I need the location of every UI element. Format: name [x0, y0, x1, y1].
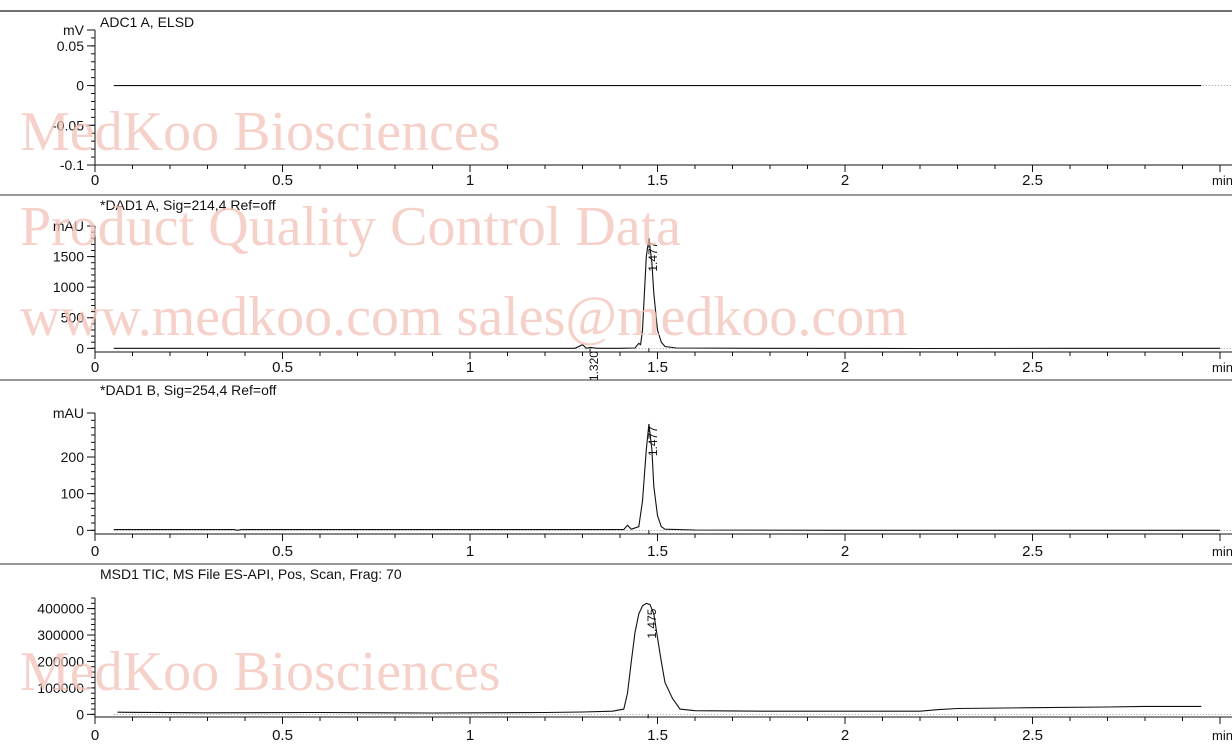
x-tick-label: 1.5	[647, 172, 668, 189]
y-axis-unit: mV	[63, 22, 85, 38]
y-tick-label: 1000	[53, 279, 84, 295]
y-tick-label: 1500	[53, 249, 84, 265]
y-tick-label: 100	[61, 486, 85, 502]
y-tick-label: 0	[76, 706, 84, 722]
x-tick-label: 1.5	[647, 359, 668, 376]
x-axis-unit: min	[1212, 728, 1232, 743]
y-axis-unit: mAU	[53, 405, 84, 421]
panel-title: *DAD1 A, Sig=214,4 Ref=off	[100, 197, 276, 213]
peak-label: 1.320	[587, 351, 601, 381]
watermark-text: www.medkoo.com sales@medkoo.com	[20, 286, 908, 348]
x-tick-label: 0	[91, 543, 99, 560]
x-tick-label: 0.5	[272, 727, 293, 744]
panel-title: *DAD1 B, Sig=254,4 Ref=off	[100, 382, 277, 398]
x-tick-label: 1	[466, 359, 474, 376]
x-tick-label: 0	[91, 172, 99, 189]
x-tick-label: 2	[841, 727, 849, 744]
x-tick-label: 1.5	[647, 727, 668, 744]
y-tick-label: 0	[76, 340, 84, 356]
watermark: MedKoo Biosciences Product Quality Contro…	[20, 101, 908, 703]
y-tick-label: 500	[61, 310, 85, 326]
y-tick-label: 0	[76, 78, 84, 94]
chart-panel-4: MSD1 TIC, MS File ES-API, Pos, Scan, Fra…	[0, 563, 1232, 744]
watermark-text: MedKoo Biosciences	[20, 101, 501, 163]
x-tick-label: 2.5	[1022, 172, 1043, 189]
panel-title: ADC1 A, ELSD	[100, 14, 194, 30]
signal-trace	[117, 602, 1202, 714]
x-tick-label: 2.5	[1022, 727, 1043, 744]
x-tick-label: 1	[466, 172, 474, 189]
y-tick-label: 0.05	[57, 38, 84, 54]
chart-panel-2: *DAD1 A, Sig=214,4 Ref=off 0 500 1000 1500 mA…	[0, 194, 1232, 381]
watermark-text: Product Quality Control Data	[20, 196, 681, 258]
peak-label: 1.477	[646, 241, 660, 271]
signal-trace	[113, 423, 1220, 531]
x-tick-label: 2.5	[1022, 543, 1043, 560]
peak-label: 1.477	[646, 426, 660, 456]
x-axis-unit: min	[1212, 360, 1232, 375]
x-tick-label: 2	[841, 359, 849, 376]
panel-title: MSD1 TIC, MS File ES-API, Pos, Scan, Fra…	[100, 566, 402, 582]
y-tick-label: -0.1	[60, 157, 84, 173]
y-tick-label: -0.05	[52, 117, 84, 133]
y-tick-label: 200	[61, 449, 85, 465]
x-tick-label: 0.5	[272, 172, 293, 189]
x-axis-unit: min	[1212, 173, 1232, 188]
x-tick-label: 0.5	[272, 359, 293, 376]
y-tick-label: 100000	[37, 680, 84, 696]
x-tick-label: 0.5	[272, 543, 293, 560]
y-tick-label: 0	[76, 522, 84, 538]
x-tick-label: 2	[841, 172, 849, 189]
watermark-text: MedKoo Biosciences	[20, 641, 501, 703]
x-tick-label: 0	[91, 359, 99, 376]
y-tick-label: 200000	[37, 653, 84, 669]
x-tick-label: 0	[91, 727, 99, 744]
peak-label: 1.475	[645, 608, 659, 638]
y-tick-label: 400000	[37, 601, 84, 617]
x-tick-label: 1.5	[647, 543, 668, 560]
x-axis-unit: min	[1212, 544, 1232, 559]
chart-panel-3: *DAD1 B, Sig=254,4 Ref=off 0 100 200 mAU 0 0.5…	[0, 379, 1232, 560]
signal-trace	[113, 238, 1220, 350]
x-tick-label: 1	[466, 727, 474, 744]
y-tick-label: 300000	[37, 627, 84, 643]
y-axis-unit: mAU	[53, 218, 84, 234]
x-tick-label: 1	[466, 543, 474, 560]
x-tick-label: 2	[841, 543, 849, 560]
x-tick-label: 2.5	[1022, 359, 1043, 376]
